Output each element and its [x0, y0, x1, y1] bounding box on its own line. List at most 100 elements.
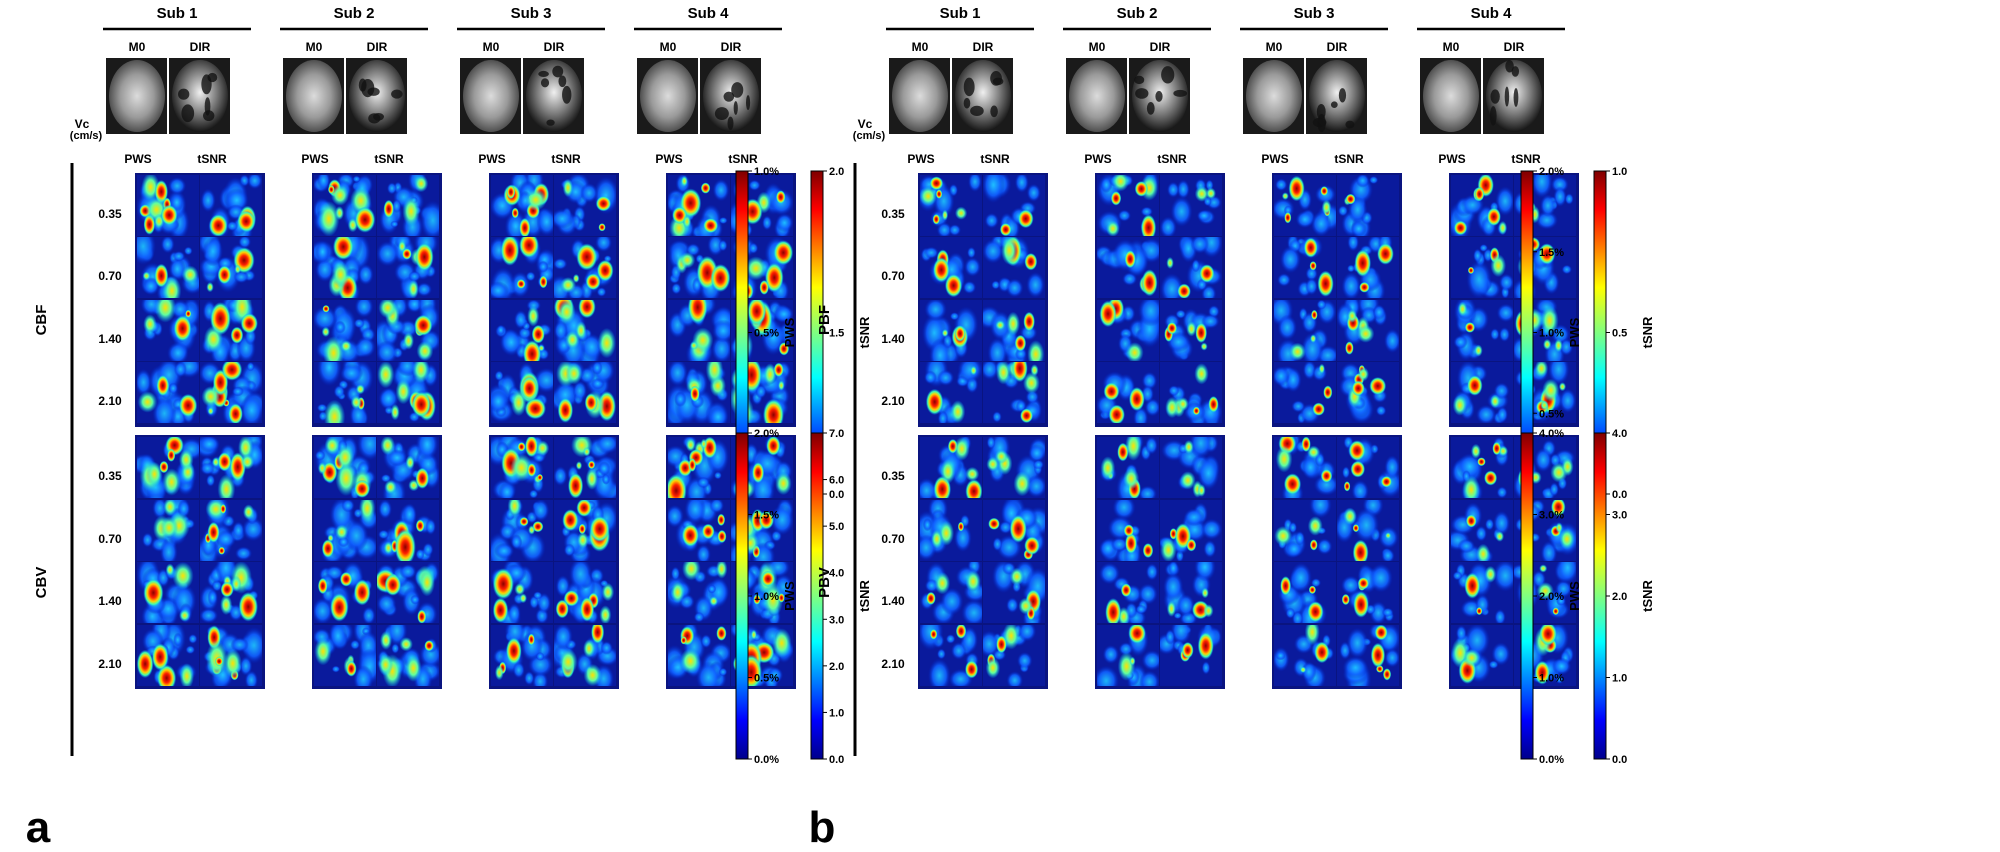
subject-title: Sub 3	[1294, 5, 1335, 22]
map-hotspot	[492, 568, 514, 600]
tsnr-map-tile	[377, 562, 439, 623]
map-hotspot	[1304, 625, 1320, 646]
colorbar-label: tSNR	[1640, 316, 1655, 348]
map-grid	[312, 173, 442, 427]
anat-label: M0	[306, 40, 323, 54]
map-column-label: PWS	[1261, 152, 1288, 166]
map-blob	[1554, 579, 1572, 598]
map-blob	[1274, 366, 1290, 387]
map-grid	[1272, 435, 1402, 689]
map-blob	[1194, 562, 1216, 582]
map-hotspot	[218, 546, 226, 555]
map-hotspot	[1186, 321, 1197, 337]
map-blob	[1168, 385, 1180, 397]
pws-colorbar: 2.0%1.5%1.0%0.5%0.0%PWS	[1520, 166, 1582, 501]
map-hotspot	[163, 500, 177, 517]
map-blob	[700, 634, 712, 649]
map-hotspot	[339, 571, 353, 587]
map-hotspot	[985, 657, 1001, 679]
map-column-label: tSNR	[1157, 152, 1187, 166]
anat-image	[463, 60, 519, 132]
tsnr-colorbar: 7.0 6.0 5.0 4.0 3.0 2.0 1.0 0.0 tSNR	[810, 428, 872, 766]
subject-title: Sub 1	[157, 5, 198, 22]
map-hotspot	[228, 403, 243, 423]
map-hotspot	[1314, 641, 1330, 664]
map-blob	[410, 594, 420, 605]
map-hotspot	[1352, 524, 1360, 533]
map-hotspot	[353, 579, 371, 606]
anat-image	[1423, 60, 1479, 132]
map-hotspot	[1099, 300, 1117, 328]
map-hotspot	[538, 344, 545, 352]
map-blob	[1473, 248, 1483, 263]
colorbar-gradient	[1520, 432, 1534, 760]
map-hotspot	[1125, 532, 1138, 554]
map-blob	[554, 320, 568, 342]
map-blob	[595, 437, 616, 454]
pws-map-tile	[1451, 237, 1513, 298]
map-blob	[1135, 604, 1147, 615]
anat-texture	[727, 116, 734, 130]
map-blob	[1138, 485, 1157, 498]
anat-texture	[1345, 120, 1355, 129]
map-blob	[1381, 607, 1394, 618]
colorbar-tick-label: 2.0	[1612, 591, 1627, 603]
map-blob	[684, 500, 706, 525]
map-hotspot	[1350, 460, 1366, 478]
map-hotspot	[1370, 642, 1386, 668]
map-blob	[674, 391, 687, 407]
map-blob	[986, 437, 996, 450]
tsnr-map-tile	[1337, 237, 1399, 298]
map-hotspot	[207, 407, 214, 415]
map-hotspot	[321, 539, 335, 558]
tsnr-map-tile	[983, 362, 1045, 423]
map-blob	[1277, 273, 1291, 287]
map-hotspot	[223, 648, 242, 679]
pws-map-tile	[920, 300, 982, 361]
map-hotspot	[950, 400, 966, 423]
tsnr-map-tile	[554, 500, 616, 561]
map-hotspot	[929, 176, 944, 191]
map-blob	[937, 369, 955, 386]
pws-map-tile	[1274, 625, 1336, 686]
map-hotspot	[242, 504, 255, 520]
map-blob	[1351, 480, 1369, 498]
map-blob	[535, 651, 545, 661]
map-hotspot	[1558, 382, 1567, 392]
map-hotspot	[1534, 660, 1551, 685]
colorbar-tick-label: 4.0%	[1539, 428, 1564, 440]
map-blob	[422, 542, 434, 557]
map-hotspot	[527, 633, 535, 646]
map-hotspot	[944, 273, 963, 298]
anat-image	[1069, 60, 1125, 132]
map-blob	[173, 632, 183, 647]
map-hotspot	[173, 315, 192, 342]
tsnr-map-tile	[554, 437, 616, 498]
tsnr-colorbar: 4.0 3.0 2.0 1.0 0.0 tSNR	[1593, 428, 1655, 766]
pws-map-tile	[668, 625, 730, 686]
map-grid	[918, 173, 1048, 427]
anat-image	[1246, 60, 1302, 132]
pws-map-tile	[1097, 625, 1159, 686]
map-hotspot	[775, 190, 786, 204]
map-hotspot	[685, 438, 696, 452]
map-hotspot	[758, 510, 775, 530]
map-hotspot	[1160, 537, 1177, 561]
map-blob	[238, 237, 252, 249]
map-blob	[1342, 656, 1369, 680]
anat-texture	[714, 107, 729, 121]
map-blob	[532, 591, 543, 600]
map-hotspot	[1013, 471, 1031, 497]
map-hotspot	[1317, 270, 1334, 297]
map-blob	[1531, 175, 1553, 199]
map-hotspot	[405, 455, 415, 470]
map-blob	[554, 257, 568, 270]
map-hotspot	[1486, 207, 1501, 226]
map-hotspot	[1341, 593, 1350, 606]
map-blob	[1341, 466, 1351, 479]
map-hotspot	[146, 461, 163, 487]
colorbar-tick-label: 1.0%	[1539, 328, 1564, 340]
map-hotspot	[580, 596, 595, 622]
map-hotspot	[1284, 211, 1292, 224]
map-hotspot	[524, 188, 547, 211]
